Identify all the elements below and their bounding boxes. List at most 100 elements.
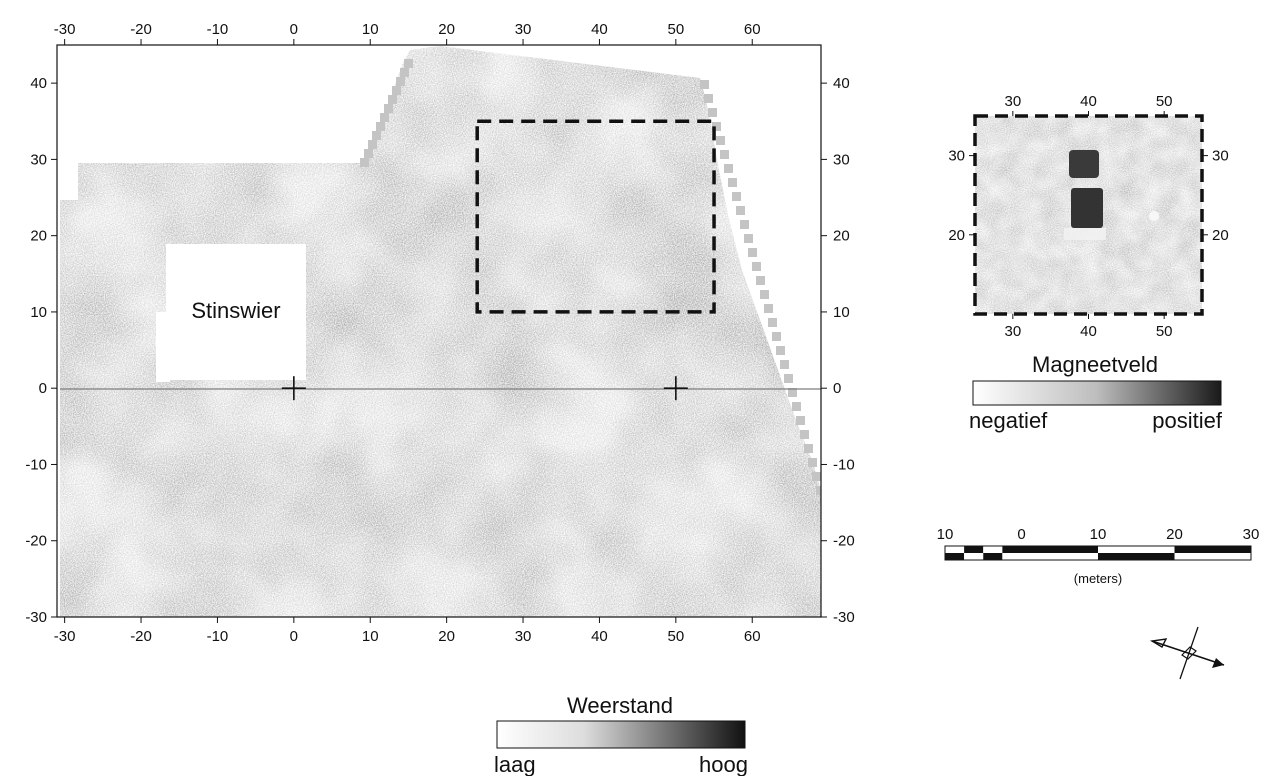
scale-cell xyxy=(1174,546,1251,553)
grid-cross-marker xyxy=(281,376,306,401)
y-tick-label-left: 0 xyxy=(39,380,47,397)
inset-x-tick-label-bottom: 30 xyxy=(1004,323,1021,340)
main-map-frame xyxy=(56,44,822,618)
y-tick-label-left: 30 xyxy=(30,151,47,168)
edge-cell xyxy=(372,131,381,140)
y-tick-label-right: -10 xyxy=(833,456,855,473)
x-tick-label-top: 60 xyxy=(744,21,761,38)
edge-cell xyxy=(388,95,397,104)
y-tick-label-right: 20 xyxy=(833,228,850,245)
magnetic-anomaly-upper xyxy=(1069,150,1099,178)
scale-cell xyxy=(1002,546,1022,553)
scale-cell xyxy=(964,546,984,553)
edge-cell xyxy=(796,416,805,425)
x-tick-label-top: -30 xyxy=(54,21,76,38)
scale-cell xyxy=(983,546,1003,553)
edge-cell xyxy=(728,178,737,187)
weerstand-high-label: hoog xyxy=(699,752,748,776)
edge-cell xyxy=(776,346,785,355)
edge-cell xyxy=(704,94,713,103)
scale-tick-label: 30 xyxy=(1243,526,1260,543)
x-tick-label-top: 0 xyxy=(290,21,298,38)
resistivity-map: Stinswier -30 -20 -10 0 10 20 30 40 50 60 -30 -20 -… xyxy=(25,21,854,645)
edge-cell xyxy=(712,122,721,131)
edge-cell xyxy=(360,158,369,167)
scale-cell xyxy=(1098,546,1175,553)
edge-cell xyxy=(812,472,821,481)
edge-cell xyxy=(404,59,413,68)
edge-cell xyxy=(748,248,757,257)
edge-cell xyxy=(788,388,797,397)
x-tick-label-bottom: 20 xyxy=(438,628,455,645)
x-tick-label-top: 20 xyxy=(438,21,455,38)
magneetveld-high-label: positief xyxy=(1152,408,1223,433)
y-tick-label-right: 0 xyxy=(833,380,841,397)
y-tick-label-left: -30 xyxy=(25,609,47,626)
edge-cell xyxy=(752,262,761,271)
edge-cell xyxy=(364,149,373,158)
scale-bar-frame xyxy=(944,545,1252,561)
y-tick-label-right: -20 xyxy=(833,533,855,550)
resistivity-survey-area xyxy=(60,46,821,617)
y-tick-label-left: -20 xyxy=(25,533,47,550)
scale-tick-label: 10 xyxy=(937,526,954,543)
edge-cell xyxy=(724,164,733,173)
edge-cell xyxy=(760,290,769,299)
inset-y-tick-label-right: 20 xyxy=(1212,227,1229,244)
edge-cell xyxy=(400,68,409,77)
scale-cell xyxy=(945,546,965,553)
scale-tick-label: 20 xyxy=(1166,526,1183,543)
edge-cell xyxy=(736,206,745,215)
edge-cell xyxy=(816,486,821,495)
grid-cross-marker xyxy=(663,376,688,401)
y-tick-label-right: 10 xyxy=(833,304,850,321)
north-arrow-icon xyxy=(1149,626,1225,680)
magnetic-anomaly-halo xyxy=(1064,228,1106,240)
x-tick-label-bottom: 0 xyxy=(290,628,298,645)
inset-y-tick-label-left: 30 xyxy=(948,148,965,165)
y-tick-label-left: -10 xyxy=(25,456,47,473)
scale-cell xyxy=(1098,553,1175,560)
y-tick-label-left: 20 xyxy=(30,228,47,245)
scale-cell xyxy=(945,553,965,560)
x-tick-label-top: -10 xyxy=(207,21,229,38)
edge-cell xyxy=(756,276,765,285)
edge-cell xyxy=(772,332,781,341)
edge-cell xyxy=(768,318,777,327)
edge-cell xyxy=(716,136,725,145)
x-tick-label-top: 40 xyxy=(591,21,608,38)
scale-cell xyxy=(983,553,1003,560)
y-tick-label-right: 30 xyxy=(833,151,850,168)
x-tick-label-bottom: 40 xyxy=(591,628,608,645)
inset-y-tick-label-left: 20 xyxy=(948,227,965,244)
scale-tick-label: 0 xyxy=(1017,526,1025,543)
magneetveld-low-label: negatief xyxy=(969,408,1048,433)
x-tick-label-top: 10 xyxy=(362,21,379,38)
weerstand-title: Weerstand xyxy=(567,693,673,718)
stinswier-label: Stinswier xyxy=(191,298,280,323)
x-tick-label-bottom: 60 xyxy=(744,628,761,645)
stinswier-notch xyxy=(156,312,170,382)
x-tick-label-bottom: -10 xyxy=(207,628,229,645)
scale-unit-label: (meters) xyxy=(1074,571,1122,586)
edge-cell xyxy=(396,77,405,86)
scale-cell xyxy=(1002,553,1022,560)
x-tick-label-bottom: 50 xyxy=(667,628,684,645)
scale-cell xyxy=(1174,553,1251,560)
edge-cell xyxy=(708,108,717,117)
inset-x-tick-label-top: 30 xyxy=(1004,93,1021,110)
edge-cell xyxy=(720,150,729,159)
x-tick-label-top: 30 xyxy=(515,21,532,38)
x-tick-label-bottom: -20 xyxy=(130,628,152,645)
magneetveld-title: Magneetveld xyxy=(1032,352,1158,377)
edge-cell xyxy=(780,360,789,369)
inset-map-frame xyxy=(973,114,1204,316)
survey-step-edge xyxy=(360,59,821,495)
edge-cell xyxy=(800,430,809,439)
edge-cell xyxy=(764,304,773,313)
y-tick-label-right: 40 xyxy=(833,75,850,92)
scale-cell xyxy=(964,553,984,560)
weerstand-low-label: laag xyxy=(494,752,536,776)
